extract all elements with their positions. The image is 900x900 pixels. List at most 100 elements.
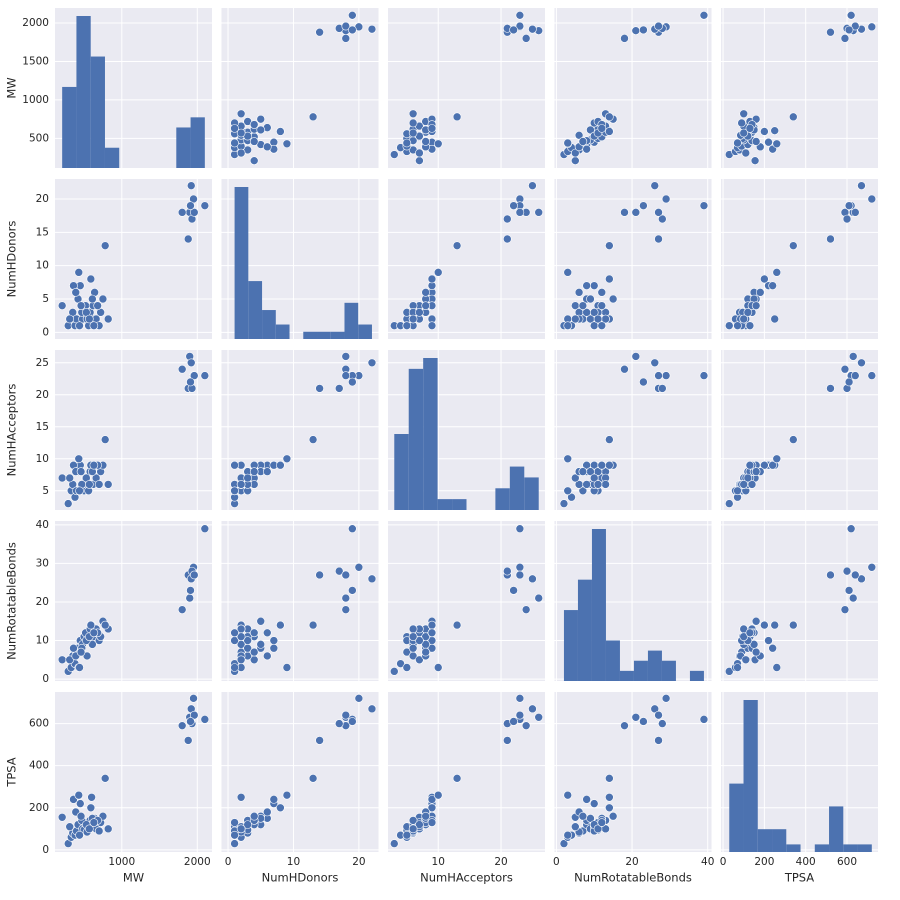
scatter-point	[186, 377, 195, 387]
scatter-point	[230, 663, 239, 672]
scatter-point	[739, 480, 749, 489]
scatter-point	[282, 663, 292, 672]
x-tick-label: 0	[225, 856, 232, 868]
x-tick-label: 200	[754, 856, 774, 868]
scatter-point	[597, 124, 607, 133]
scatter-point	[760, 620, 769, 630]
scatter-point	[189, 208, 199, 217]
scatter-point	[515, 524, 525, 534]
scatter-point	[589, 281, 599, 290]
scatter-point	[308, 774, 318, 783]
panel	[721, 521, 878, 681]
scatter-point	[65, 822, 75, 832]
panel	[554, 692, 712, 852]
scatter-point	[236, 655, 246, 665]
scatter-point	[857, 358, 866, 368]
scatter-point	[249, 137, 259, 146]
scatter-point	[341, 570, 351, 580]
scatter-point	[408, 314, 418, 324]
scatter-point	[768, 281, 777, 290]
scatter-point	[745, 628, 755, 638]
scatter-point	[654, 234, 663, 244]
panel	[554, 521, 712, 681]
scatter-point	[737, 118, 746, 128]
scatter-point	[75, 830, 84, 840]
scatter-point	[826, 570, 835, 580]
scatter-point	[89, 818, 99, 827]
scatter-point	[528, 704, 537, 714]
scatter-point	[620, 721, 629, 730]
scatter-point	[100, 435, 110, 444]
scatter-point	[589, 308, 599, 317]
histogram-bar	[857, 844, 872, 852]
scatter-point	[334, 384, 344, 393]
scatter-point	[571, 822, 580, 832]
scatter-point	[415, 820, 424, 829]
scatter-point	[578, 811, 588, 821]
scatter-point	[402, 138, 412, 148]
scatter-point	[608, 294, 618, 304]
scatter-point	[85, 480, 94, 489]
scatter-point	[826, 27, 835, 37]
scatter-point	[661, 371, 671, 380]
histogram-bar	[647, 650, 662, 681]
scatter-point	[256, 114, 266, 124]
scatter-point	[574, 288, 584, 297]
scatter-point	[236, 480, 246, 489]
scatter-point	[739, 109, 749, 119]
panel	[221, 692, 379, 852]
scatter-point	[334, 719, 344, 728]
scatter-point	[509, 201, 518, 210]
scatter-point	[789, 620, 798, 630]
scatter-point	[433, 663, 443, 672]
scatter-point	[408, 624, 418, 634]
scatter-point	[452, 774, 462, 783]
scatter-point	[103, 480, 113, 489]
scatter-point	[658, 719, 667, 728]
scatter-point	[452, 241, 462, 250]
scatter-point	[620, 34, 629, 43]
scatter-point	[578, 137, 588, 146]
panel	[388, 521, 545, 681]
scatter-point	[760, 274, 769, 284]
scatter-point	[408, 109, 418, 119]
scatter-point	[236, 109, 246, 119]
scatter-point	[597, 288, 607, 297]
scatter-point	[57, 655, 67, 665]
scatter-point	[89, 321, 99, 330]
scatter-point	[846, 11, 856, 20]
histogram-bar	[248, 281, 263, 339]
histogram-bar	[786, 844, 801, 852]
scatter-point	[89, 460, 99, 470]
scatter-point	[654, 371, 663, 380]
scatter-point	[86, 620, 96, 630]
scatter-point	[571, 148, 580, 158]
scatter-point	[509, 25, 518, 35]
panel	[388, 692, 545, 852]
panel	[721, 692, 878, 852]
scatter-point	[75, 321, 84, 330]
y-tick-label: 10	[36, 635, 49, 647]
scatter-point	[631, 712, 641, 722]
scatter-point	[282, 454, 292, 464]
x-tick-label: 20	[625, 856, 638, 868]
scatter-point	[571, 473, 580, 483]
scatter-point	[586, 125, 595, 135]
scatter-point	[189, 371, 199, 380]
scatter-point	[249, 811, 259, 821]
scatter-point	[354, 562, 364, 572]
scatter-point	[249, 467, 259, 476]
scatter-point	[402, 663, 412, 672]
scatter-point	[608, 811, 618, 821]
scatter-point	[276, 803, 285, 813]
scatter-point	[186, 201, 195, 210]
scatter-point	[408, 643, 418, 653]
scatter-point	[94, 480, 104, 489]
x-tick-label: 10	[287, 856, 300, 868]
scatter-point	[605, 435, 614, 444]
scatter-point	[848, 593, 858, 603]
scatter-point	[733, 321, 742, 330]
scatter-point	[772, 663, 782, 672]
scatter-point	[654, 208, 663, 217]
scatter-point	[751, 647, 761, 657]
